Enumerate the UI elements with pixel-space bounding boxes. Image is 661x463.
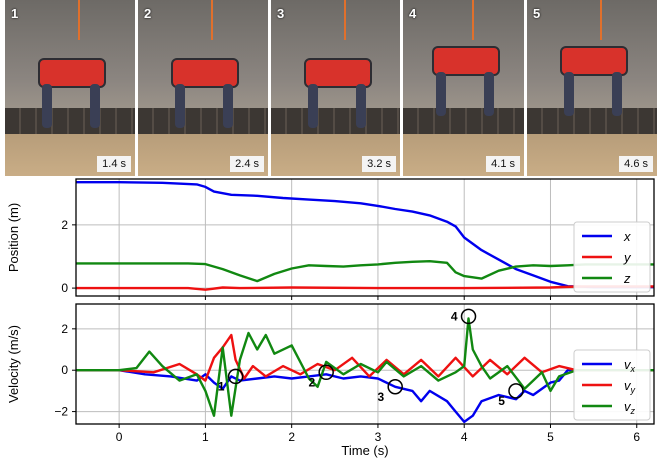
y-tick-label: 2 [61, 322, 68, 336]
photo-1: 1 1.4 s [5, 0, 135, 176]
photo-4: 4 4.1 s [403, 0, 524, 176]
photo-time-label: 1.4 s [97, 156, 131, 172]
photo-number: 1 [11, 6, 19, 21]
robot-leg [564, 72, 574, 116]
photo-3: 3 3.2 s [271, 0, 400, 176]
x-tick-label: 5 [547, 430, 554, 444]
annotation-label: 4 [451, 309, 458, 323]
y-tick-label: −2 [54, 405, 68, 419]
series-line-y [76, 285, 654, 291]
series-line-v_z [76, 317, 654, 417]
rope [78, 0, 80, 40]
y-axis-label: Velocity (m/s) [6, 325, 21, 403]
annotation-label: 5 [498, 394, 505, 408]
photo-number: 3 [277, 6, 285, 21]
y-tick-label: 0 [61, 281, 68, 295]
rope [471, 0, 474, 40]
robot-leg [90, 84, 100, 128]
x-axis-label: Time (s) [341, 443, 388, 458]
series-line-x [76, 180, 654, 289]
y-tick-label: 0 [61, 363, 68, 377]
y-axis-label: Position (m) [6, 203, 21, 272]
step [527, 108, 657, 134]
plot-frame [75, 178, 655, 297]
annotation-circle [227, 368, 244, 385]
robot-leg [223, 84, 233, 128]
plot-frame [75, 303, 655, 425]
legend-label: vz [624, 399, 636, 416]
robot-leg [307, 84, 318, 128]
robot-leg [483, 72, 494, 116]
legend-label: y [623, 250, 632, 265]
y-tick-label: 2 [61, 218, 68, 232]
robot-body [560, 46, 628, 76]
photo-number: 5 [533, 6, 541, 21]
robot-leg [175, 84, 185, 128]
annotation-circle [460, 308, 477, 325]
x-tick-label: 4 [461, 430, 468, 444]
chart-figure: 0 2 Position (m) xyz −2 0 2 Velocity (m/s) 0 1 2 3 4… [6, 178, 655, 458]
x-tick-label: 1 [202, 430, 209, 444]
step [403, 108, 524, 134]
legend-label: x [623, 229, 631, 244]
legend-label: z [623, 271, 631, 286]
x-tick-label: 6 [633, 430, 640, 444]
robot-body [303, 58, 372, 88]
photo-time-label: 3.2 s [362, 156, 396, 172]
step [271, 108, 400, 134]
robot-body [171, 58, 239, 88]
series-line-v_y [76, 333, 654, 382]
robot-leg [612, 72, 622, 116]
robot-body [38, 58, 106, 88]
photo-2: 2 2.4 s [138, 0, 268, 176]
annotation-circle [318, 364, 334, 381]
annotation-circle [387, 379, 403, 395]
annotation-circle [508, 383, 524, 399]
x-tick-label: 3 [375, 430, 382, 444]
robot-body [431, 46, 500, 76]
photo-5: 5 4.6 s [527, 0, 657, 176]
robot-leg [355, 84, 366, 128]
series-line-z [76, 259, 654, 283]
robot-leg [42, 84, 52, 128]
x-tick-label: 2 [288, 430, 295, 444]
annotation-label: 3 [378, 390, 385, 404]
photo-time-label: 4.6 s [619, 156, 653, 172]
robot-leg [435, 72, 446, 116]
legend-label: vx [624, 357, 636, 374]
rope [600, 0, 602, 40]
photo-number: 2 [144, 6, 152, 21]
series-line-v_x [76, 368, 654, 424]
photo-time-label: 4.1 s [486, 156, 520, 172]
annotation-label: 2 [308, 375, 315, 389]
step [5, 108, 135, 134]
x-tick-label: 0 [116, 430, 123, 444]
annotation-label: 1 [218, 379, 225, 393]
rope [211, 0, 213, 40]
photo-time-label: 2.4 s [230, 156, 264, 172]
legend-label: vy [624, 378, 636, 395]
step [138, 108, 268, 134]
rope [343, 0, 346, 40]
photo-number: 4 [409, 6, 417, 21]
